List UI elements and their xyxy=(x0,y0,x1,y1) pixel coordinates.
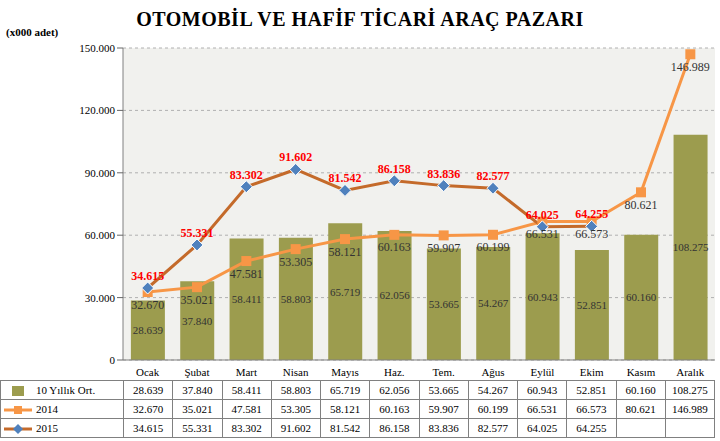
html-text:37.840: 37.840 xyxy=(182,384,213,396)
html-text:35.021: 35.021 xyxy=(182,403,213,415)
svg-text:53.305: 53.305 xyxy=(279,255,312,269)
svg-text:62.056: 62.056 xyxy=(379,289,410,301)
svg-text:58.121: 58.121 xyxy=(329,245,362,259)
svg-text:Haz.: Haz. xyxy=(384,366,405,378)
svg-text:91.602: 91.602 xyxy=(279,150,312,164)
html-text:53.665: 53.665 xyxy=(428,384,459,396)
html-text:2014: 2014 xyxy=(36,402,58,415)
html-text:58.121: 58.121 xyxy=(330,403,361,415)
svg-text:58.411: 58.411 xyxy=(232,293,262,305)
svg-text:60.160: 60.160 xyxy=(626,291,657,303)
html-text:28.639: 28.639 xyxy=(133,384,164,396)
svg-text:146.989: 146.989 xyxy=(671,60,710,74)
html-text:OTOMOBİL VE HAFİF TİCARİ ARAÇ: OTOMOBİL VE HAFİF TİCARİ ARAÇ PAZARI xyxy=(136,8,584,30)
svg-text:Ekim: Ekim xyxy=(580,366,604,378)
svg-text:0: 0 xyxy=(110,354,116,366)
svg-text:60.199: 60.199 xyxy=(477,240,510,254)
html-text:83.302: 83.302 xyxy=(231,422,262,434)
svg-text:28.639: 28.639 xyxy=(133,324,164,336)
html-text:(x000 adet): (x000 adet) xyxy=(6,26,59,38)
svg-text:37.840: 37.840 xyxy=(182,315,213,327)
html-text:52.851: 52.851 xyxy=(576,384,607,396)
svg-text:47.581: 47.581 xyxy=(230,267,263,281)
html-text:66.531: 66.531 xyxy=(527,403,558,415)
svg-text:81.542: 81.542 xyxy=(329,171,362,185)
svg-text:60.943: 60.943 xyxy=(527,291,558,303)
html-text:59.907: 59.907 xyxy=(428,403,459,415)
html-text:66.573: 66.573 xyxy=(576,403,607,415)
svg-text:30.000: 30.000 xyxy=(85,292,116,304)
svg-text:150.000: 150.000 xyxy=(79,42,115,54)
html-text:54.267: 54.267 xyxy=(477,384,508,396)
html-text:62.056: 62.056 xyxy=(379,384,410,396)
html-text:83.836: 83.836 xyxy=(428,422,459,434)
html-text:47.581: 47.581 xyxy=(231,403,262,415)
svg-text:66.573: 66.573 xyxy=(575,227,608,241)
html-text:32.670: 32.670 xyxy=(133,403,164,415)
svg-text:Ağus: Ağus xyxy=(481,366,504,378)
svg-text:35.021: 35.021 xyxy=(181,293,214,307)
html-text:146.989: 146.989 xyxy=(672,403,708,415)
svg-text:80.621: 80.621 xyxy=(625,198,658,212)
html-text:82.577: 82.577 xyxy=(477,422,508,434)
html-text:91.602: 91.602 xyxy=(280,422,311,434)
html-text:34.615: 34.615 xyxy=(133,422,164,434)
svg-text:Aralık: Aralık xyxy=(676,366,705,378)
svg-text:52.851: 52.851 xyxy=(577,299,607,311)
svg-text:82.577: 82.577 xyxy=(477,169,510,183)
html-text:108.275: 108.275 xyxy=(672,384,708,396)
svg-text:60.163: 60.163 xyxy=(378,240,411,254)
svg-text:86.158: 86.158 xyxy=(378,162,411,176)
svg-text:65.719: 65.719 xyxy=(330,286,361,298)
svg-text:83.302: 83.302 xyxy=(230,168,263,182)
svg-text:108.275: 108.275 xyxy=(673,241,709,253)
svg-text:64.255: 64.255 xyxy=(575,207,608,221)
html-text:81.542: 81.542 xyxy=(330,422,361,434)
html-text:60.160: 60.160 xyxy=(625,384,656,396)
svg-text:34.615: 34.615 xyxy=(131,269,164,283)
svg-text:Mayıs: Mayıs xyxy=(331,366,359,378)
html-text:10 Yıllık Ort.: 10 Yıllık Ort. xyxy=(36,383,96,396)
html-text:60.943: 60.943 xyxy=(527,384,558,396)
html-text:58.411: 58.411 xyxy=(231,384,262,396)
svg-text:90.000: 90.000 xyxy=(85,167,116,179)
html-text:2015: 2015 xyxy=(36,421,58,434)
html-text:64.255: 64.255 xyxy=(576,422,607,434)
html-text:65.719: 65.719 xyxy=(330,384,361,396)
html-text:80.621: 80.621 xyxy=(625,403,656,415)
svg-text:83.836: 83.836 xyxy=(427,167,460,181)
html-text:53.305: 53.305 xyxy=(280,403,311,415)
svg-text:64.025: 64.025 xyxy=(526,208,559,222)
html-text:55.331: 55.331 xyxy=(182,422,213,434)
svg-text:54.267: 54.267 xyxy=(478,297,509,309)
svg-text:Kasım: Kasım xyxy=(627,366,656,378)
svg-text:Eylül: Eylül xyxy=(530,366,554,378)
svg-text:Şubat: Şubat xyxy=(184,366,209,378)
svg-text:58.803: 58.803 xyxy=(281,293,312,305)
svg-text:120.000: 120.000 xyxy=(79,104,115,116)
html-text:64.025: 64.025 xyxy=(527,422,558,434)
svg-text:Tem.: Tem. xyxy=(433,366,455,378)
svg-text:66.531: 66.531 xyxy=(526,227,559,241)
svg-text:59.907: 59.907 xyxy=(427,241,460,255)
svg-text:Nisan: Nisan xyxy=(283,366,309,378)
svg-text:60.000: 60.000 xyxy=(85,229,116,241)
svg-text:53.665: 53.665 xyxy=(429,298,460,310)
svg-text:Ocak: Ocak xyxy=(136,366,160,378)
svg-text:Mart: Mart xyxy=(236,366,257,378)
svg-text:32.670: 32.670 xyxy=(131,298,164,312)
html-text:58.803: 58.803 xyxy=(280,384,311,396)
html-text:60.199: 60.199 xyxy=(477,403,508,415)
svg-text:55.331: 55.331 xyxy=(181,226,214,240)
html-text:86.158: 86.158 xyxy=(379,422,410,434)
html-text:60.163: 60.163 xyxy=(379,403,410,415)
